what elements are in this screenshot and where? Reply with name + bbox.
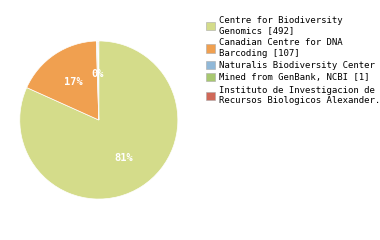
Text: 81%: 81%	[114, 154, 133, 163]
Text: 17%: 17%	[64, 77, 83, 87]
Wedge shape	[20, 41, 178, 199]
Wedge shape	[27, 41, 99, 120]
Text: 0%: 0%	[91, 69, 104, 79]
Wedge shape	[96, 41, 99, 120]
Wedge shape	[98, 41, 99, 120]
Legend: Centre for Biodiversity
Genomics [492], Canadian Centre for DNA
Barcoding [107],: Centre for Biodiversity Genomics [492], …	[206, 16, 380, 105]
Wedge shape	[97, 41, 99, 120]
